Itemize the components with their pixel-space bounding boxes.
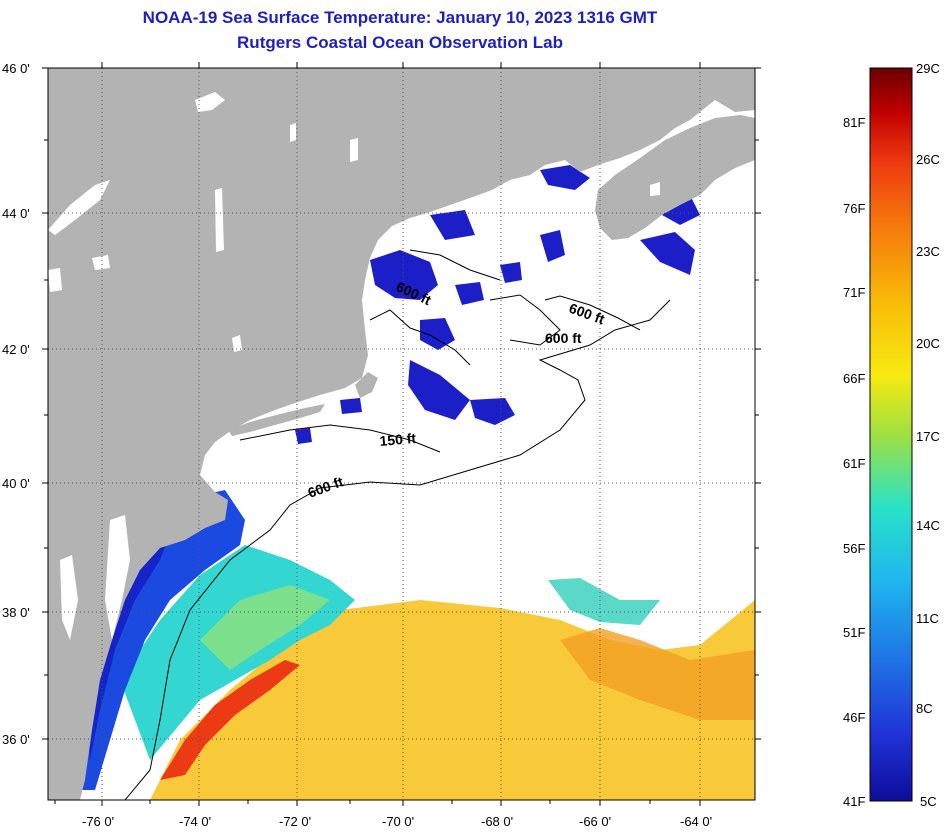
colorbar-f-51: 51F <box>843 625 865 640</box>
sst-map: 600 ft 600 ft 600 ft 150 ft 600 ft <box>48 68 755 800</box>
land-mainland <box>48 68 755 800</box>
colorbar-f-81: 81F <box>843 115 865 130</box>
warm-water-east <box>560 628 755 720</box>
map-title: NOAA-19 Sea Surface Temperature: January… <box>142 8 658 27</box>
lon-label-68: -68 0' <box>481 814 513 829</box>
lat-label-40: 40 0' <box>2 476 30 491</box>
lon-label-70: -70 0' <box>382 814 414 829</box>
lat-label-38: 38 0' <box>2 605 30 620</box>
colorbar-f-61: 61F <box>843 456 865 471</box>
colorbar-c-17: 17C <box>916 429 940 444</box>
colorbar-gradient <box>869 67 913 802</box>
lat-label-44: 44 0' <box>2 206 30 221</box>
colorbar-c-5: 5C <box>920 794 937 809</box>
colorbar-c-11: 11C <box>916 611 939 626</box>
map-frame <box>47 67 756 801</box>
map-subtitle: Rutgers Coastal Ocean Observation Lab <box>237 33 563 52</box>
bathymetry-contours <box>124 249 671 800</box>
lat-label-42: 42 0' <box>2 342 30 357</box>
hot-core-region <box>160 660 300 780</box>
colorbar-c-14: 14C <box>916 518 940 533</box>
lat-label-36: 36 0' <box>2 732 30 747</box>
colorbar-c-23: 23C <box>916 244 940 259</box>
land-long-island <box>228 404 325 436</box>
contour-label-600ft-3: 600 ft <box>545 330 582 346</box>
lon-label-66: -66 0' <box>579 814 611 829</box>
green-shelf-region <box>200 585 330 670</box>
colorbar-c-8: 8C <box>916 701 933 716</box>
contour-label-150ft: 150 ft <box>379 430 417 449</box>
lon-label-76: -76 0' <box>82 814 114 829</box>
colorbar-f-71: 71F <box>843 285 865 300</box>
lon-label-64: -64 0' <box>680 814 712 829</box>
longitude-axis: -76 0' -74 0' -72 0' -70 0' -68 0' -66 0… <box>54 62 712 829</box>
colorbar-f-56: 56F <box>843 541 865 556</box>
lat-label-46: 46 0' <box>2 61 30 76</box>
colorbar-f-41: 41F <box>843 794 865 809</box>
cyan-patch-east <box>548 578 660 625</box>
inland-water-bodies <box>48 92 660 640</box>
temperature-colorbar: 29C 26C 23C 20C 17C 14C 11C 8C 5C 81F 76… <box>843 61 940 809</box>
colorbar-c-20: 20C <box>916 336 940 351</box>
colorbar-f-46: 46F <box>843 710 865 725</box>
colorbar-c-29: 29C <box>916 61 940 76</box>
lon-label-74: -74 0' <box>179 814 211 829</box>
latitude-axis: 46 0' 44 0' 42 0' 40 0' 38 0' 36 0' <box>2 61 761 747</box>
colorbar-f-66: 66F <box>843 371 865 386</box>
colorbar-c-26: 26C <box>916 152 940 167</box>
land-cape-cod <box>355 372 378 398</box>
colorbar-f-76: 76F <box>843 201 865 216</box>
land-nova-scotia <box>595 115 755 240</box>
lon-label-72: -72 0' <box>279 814 311 829</box>
